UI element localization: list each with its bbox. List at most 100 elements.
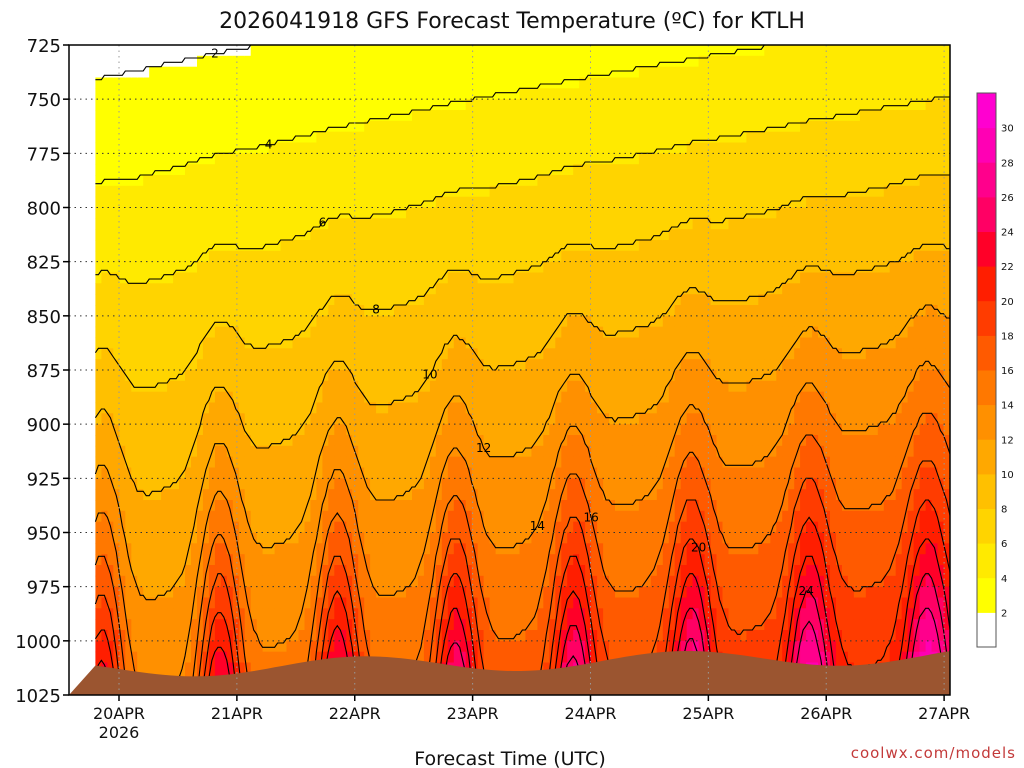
heatmap-cell bbox=[286, 521, 294, 534]
heatmap-cell bbox=[328, 380, 335, 393]
heatmap-cell bbox=[388, 261, 395, 274]
heatmap-cell bbox=[328, 370, 335, 382]
heatmap-cell bbox=[525, 294, 532, 306]
heatmap-cell bbox=[334, 240, 341, 252]
heatmap-cell bbox=[256, 435, 264, 447]
heatmap-cell bbox=[310, 554, 317, 566]
heatmap-cell bbox=[525, 120, 532, 133]
heatmap-cell bbox=[376, 370, 383, 382]
heatmap-cell bbox=[400, 608, 407, 620]
heatmap-cell bbox=[250, 651, 258, 664]
heatmap-cell bbox=[232, 391, 240, 404]
heatmap-cell bbox=[322, 391, 329, 404]
heatmap-cell bbox=[262, 575, 270, 588]
heatmap-cell bbox=[95, 521, 102, 534]
heatmap-cell bbox=[447, 565, 455, 577]
heatmap-cell bbox=[453, 619, 461, 631]
heatmap-cell bbox=[394, 99, 401, 111]
heatmap-cell bbox=[298, 402, 306, 414]
heatmap-cell bbox=[567, 207, 574, 219]
heatmap-cell bbox=[483, 500, 491, 512]
heatmap-cell bbox=[412, 554, 419, 566]
heatmap-cell bbox=[137, 153, 144, 165]
heatmap-cell bbox=[268, 250, 276, 263]
heatmap-cell bbox=[406, 207, 413, 219]
heatmap-cell bbox=[256, 413, 264, 425]
heatmap-cell bbox=[220, 283, 228, 295]
heatmap-cell bbox=[400, 510, 407, 523]
heatmap-cell bbox=[429, 370, 437, 382]
heatmap-cell bbox=[549, 99, 556, 111]
heatmap-cell bbox=[334, 88, 341, 100]
heatmap-cell bbox=[292, 402, 300, 414]
heatmap-cell bbox=[274, 391, 282, 404]
heatmap-cell bbox=[519, 608, 527, 620]
heatmap-cell bbox=[573, 120, 580, 133]
heatmap-cell bbox=[280, 597, 288, 609]
heatmap-cell bbox=[328, 153, 335, 165]
heatmap-cell bbox=[441, 640, 449, 653]
heatmap-cell bbox=[513, 435, 521, 447]
heatmap-cell bbox=[358, 543, 365, 555]
heatmap-cell bbox=[304, 521, 312, 534]
heatmap-cell bbox=[501, 478, 509, 490]
heatmap-cell bbox=[179, 489, 186, 501]
heatmap-cell bbox=[489, 77, 497, 89]
heatmap-cell bbox=[220, 467, 228, 479]
heatmap-cell bbox=[447, 510, 455, 523]
heatmap-cell bbox=[113, 391, 120, 404]
heatmap-cell bbox=[161, 575, 168, 588]
heatmap-cell bbox=[525, 272, 532, 284]
heatmap-cell bbox=[441, 77, 449, 89]
heatmap-cell bbox=[417, 478, 425, 490]
heatmap-cell bbox=[453, 651, 461, 664]
heatmap-cell bbox=[471, 153, 479, 165]
heatmap-cell bbox=[202, 413, 210, 425]
heatmap-cell bbox=[364, 326, 371, 339]
heatmap-cell bbox=[591, 142, 598, 154]
heatmap-cell bbox=[531, 575, 538, 588]
heatmap-cell bbox=[423, 630, 431, 642]
heatmap-cell bbox=[95, 315, 102, 328]
heatmap-cell bbox=[316, 521, 323, 534]
heatmap-cell bbox=[262, 586, 270, 599]
heatmap-cell bbox=[286, 131, 294, 144]
heatmap-cell bbox=[573, 164, 580, 176]
heatmap-cell bbox=[119, 348, 126, 360]
heatmap-cell bbox=[513, 240, 521, 252]
heatmap-cell bbox=[268, 55, 276, 68]
heatmap-cell bbox=[447, 218, 455, 230]
heatmap-cell bbox=[525, 99, 532, 111]
heatmap-cell bbox=[376, 99, 383, 111]
heatmap-cell bbox=[244, 521, 252, 534]
heatmap-cell bbox=[197, 120, 204, 133]
heatmap-cell bbox=[286, 326, 294, 339]
heatmap-cell bbox=[202, 445, 210, 458]
heatmap-cell bbox=[525, 510, 532, 523]
heatmap-cell bbox=[197, 240, 204, 252]
heatmap-cell bbox=[489, 120, 497, 133]
heatmap-cell bbox=[244, 586, 252, 599]
heatmap-cell bbox=[573, 640, 580, 653]
heatmap-cell bbox=[125, 175, 132, 187]
heatmap-cell bbox=[119, 229, 126, 241]
heatmap-cell bbox=[202, 348, 210, 360]
heatmap-cell bbox=[262, 532, 270, 544]
heatmap-cell bbox=[137, 250, 144, 263]
heatmap-cell bbox=[555, 619, 562, 631]
heatmap-cell bbox=[459, 185, 467, 198]
heatmap-cell bbox=[400, 261, 407, 274]
heatmap-cell bbox=[334, 315, 341, 328]
heatmap-cell bbox=[214, 445, 222, 458]
heatmap-cell bbox=[435, 110, 443, 122]
heatmap-cell bbox=[519, 55, 527, 68]
heatmap-cell bbox=[346, 467, 353, 479]
heatmap-cell bbox=[459, 391, 467, 404]
heatmap-cell bbox=[459, 66, 467, 79]
heatmap-cell bbox=[310, 55, 317, 68]
heatmap-cell bbox=[376, 630, 383, 642]
heatmap-cell bbox=[531, 651, 538, 664]
heatmap-cell bbox=[412, 110, 419, 122]
heatmap-cell bbox=[161, 99, 168, 111]
heatmap-cell bbox=[125, 110, 132, 122]
